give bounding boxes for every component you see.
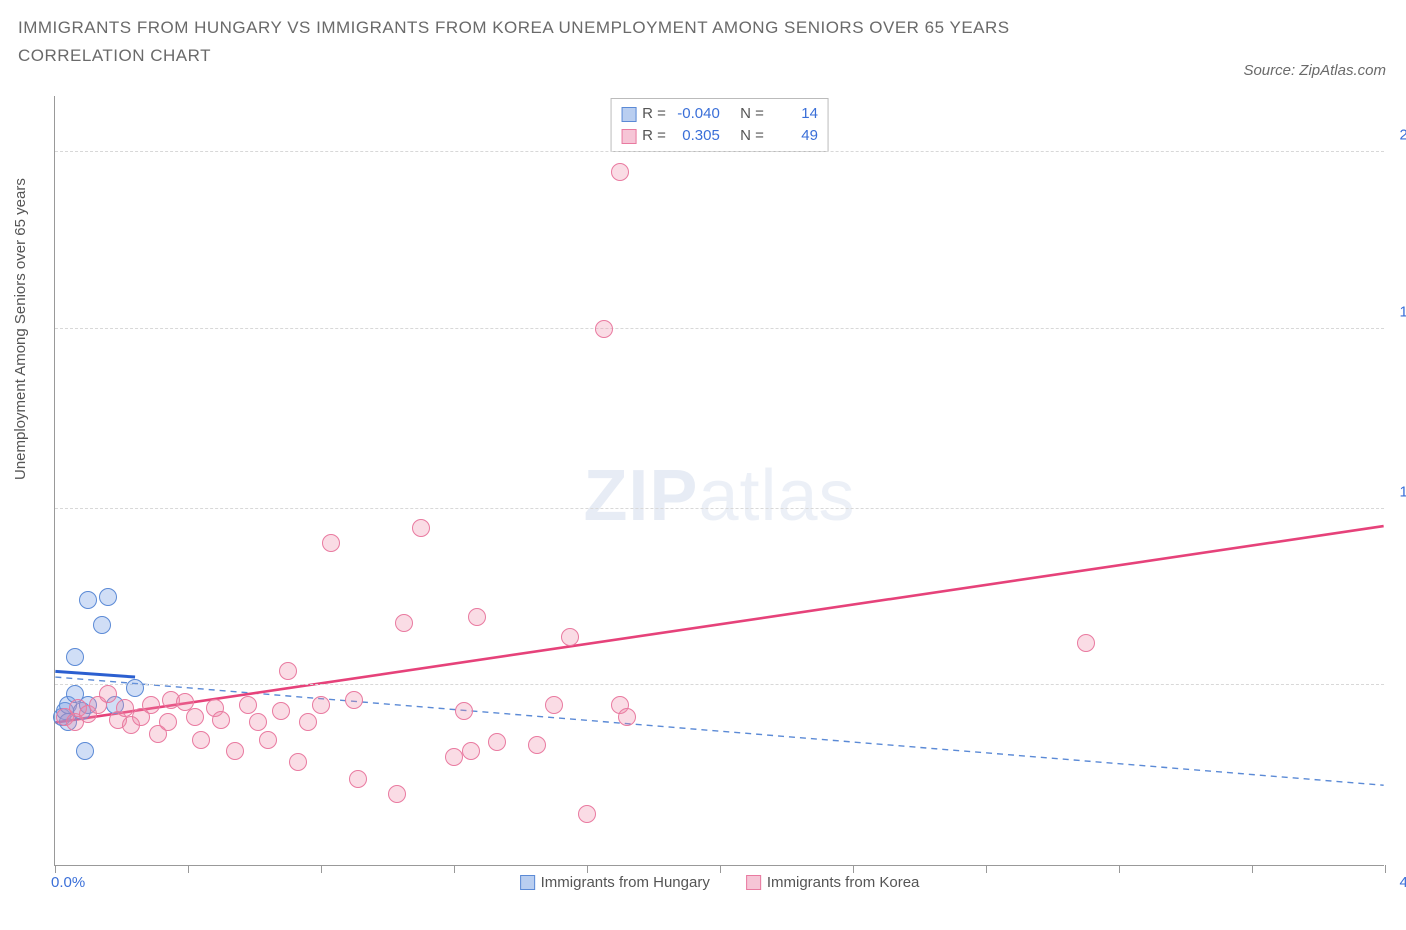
watermark: ZIPatlas bbox=[583, 455, 855, 537]
data-point bbox=[79, 591, 97, 609]
source-attribution: Source: ZipAtlas.com bbox=[1243, 62, 1386, 79]
data-point bbox=[259, 731, 277, 749]
data-point bbox=[578, 805, 596, 823]
data-point bbox=[618, 708, 636, 726]
x-tick bbox=[720, 865, 721, 873]
x-tick bbox=[853, 865, 854, 873]
data-point bbox=[345, 691, 363, 709]
series-swatch bbox=[621, 129, 636, 144]
data-point bbox=[545, 696, 563, 714]
data-point bbox=[312, 696, 330, 714]
legend: Immigrants from Hungary Immigrants from K… bbox=[520, 874, 920, 891]
trend-lines-layer bbox=[55, 96, 1384, 865]
gridline bbox=[55, 328, 1384, 329]
data-point bbox=[279, 662, 297, 680]
data-point bbox=[322, 534, 340, 552]
data-point bbox=[395, 614, 413, 632]
trend-line bbox=[55, 526, 1383, 723]
data-point bbox=[99, 685, 117, 703]
y-tick-label: 12.5% bbox=[1399, 483, 1406, 500]
stats-row: R =0.305 N =49 bbox=[621, 125, 818, 147]
chart-title: IMMIGRANTS FROM HUNGARY VS IMMIGRANTS FR… bbox=[18, 14, 1138, 70]
x-tick bbox=[188, 865, 189, 873]
stats-box: R =-0.040 N =14R =0.305 N =49 bbox=[610, 98, 829, 152]
data-point bbox=[142, 696, 160, 714]
y-tick-label: 25.0% bbox=[1399, 127, 1406, 144]
data-point bbox=[116, 699, 134, 717]
data-point bbox=[462, 742, 480, 760]
data-point bbox=[455, 702, 473, 720]
data-point bbox=[212, 711, 230, 729]
x-tick bbox=[1252, 865, 1253, 873]
data-point bbox=[611, 163, 629, 181]
data-point bbox=[468, 608, 486, 626]
stats-row: R =-0.040 N =14 bbox=[621, 103, 818, 125]
data-point bbox=[561, 628, 579, 646]
data-point bbox=[272, 702, 290, 720]
data-point bbox=[126, 679, 144, 697]
x-tick bbox=[1385, 865, 1386, 873]
data-point bbox=[388, 785, 406, 803]
legend-swatch bbox=[520, 875, 535, 890]
data-point bbox=[99, 588, 117, 606]
legend-item: Immigrants from Hungary bbox=[520, 874, 710, 891]
data-point bbox=[528, 736, 546, 754]
data-point bbox=[93, 616, 111, 634]
data-point bbox=[1077, 634, 1095, 652]
gridline bbox=[55, 684, 1384, 685]
trend-line-segment bbox=[55, 671, 135, 677]
data-point bbox=[159, 713, 177, 731]
legend-label: Immigrants from Hungary bbox=[541, 874, 710, 891]
plot-area: ZIPatlas R =-0.040 N =14R =0.305 N =49 0… bbox=[54, 96, 1384, 866]
gridline bbox=[55, 151, 1384, 152]
data-point bbox=[66, 648, 84, 666]
data-point bbox=[289, 753, 307, 771]
legend-item: Immigrants from Korea bbox=[746, 874, 920, 891]
data-point bbox=[249, 713, 267, 731]
data-point bbox=[349, 770, 367, 788]
gridline bbox=[55, 508, 1384, 509]
legend-swatch bbox=[746, 875, 761, 890]
x-axis-min-label: 0.0% bbox=[51, 874, 85, 891]
data-point bbox=[445, 748, 463, 766]
series-swatch bbox=[621, 107, 636, 122]
data-point bbox=[239, 696, 257, 714]
data-point bbox=[595, 320, 613, 338]
x-tick bbox=[321, 865, 322, 873]
data-point bbox=[186, 708, 204, 726]
data-point bbox=[76, 742, 94, 760]
data-point bbox=[412, 519, 430, 537]
y-axis-label: Unemployment Among Seniors over 65 years bbox=[12, 178, 29, 480]
x-tick bbox=[454, 865, 455, 873]
y-tick-label: 18.8% bbox=[1399, 303, 1406, 320]
legend-label: Immigrants from Korea bbox=[767, 874, 920, 891]
data-point bbox=[299, 713, 317, 731]
data-point bbox=[226, 742, 244, 760]
x-tick bbox=[55, 865, 56, 873]
x-axis-max-label: 40.0% bbox=[1399, 874, 1406, 891]
x-tick bbox=[986, 865, 987, 873]
x-tick bbox=[587, 865, 588, 873]
x-tick bbox=[1119, 865, 1120, 873]
data-point bbox=[192, 731, 210, 749]
data-point bbox=[488, 733, 506, 751]
